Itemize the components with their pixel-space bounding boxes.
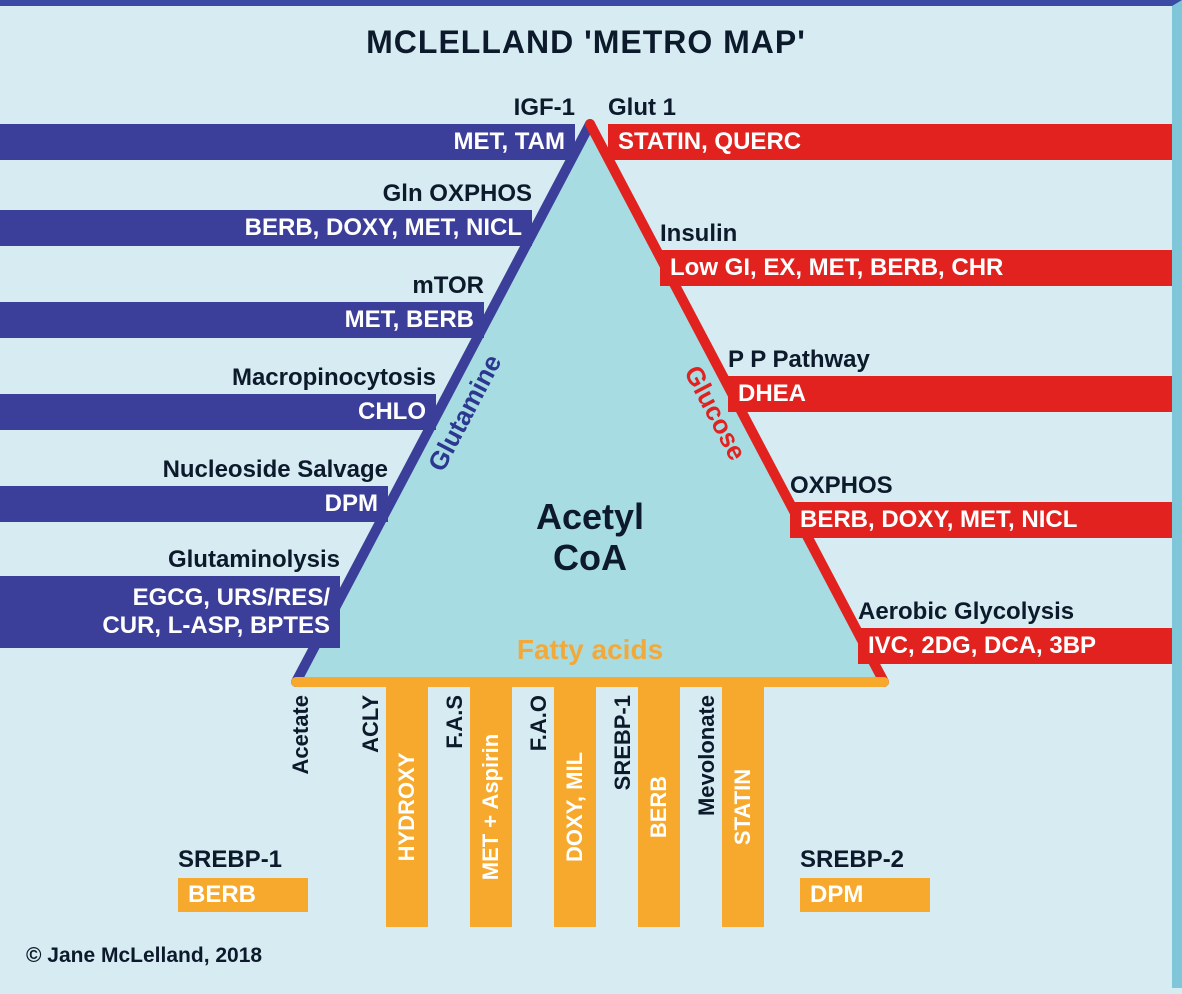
left-bar-label: IGF-1 xyxy=(0,94,575,122)
bottom-pathway-box-text: MET + Aspirin xyxy=(478,734,504,880)
bottom-pathway-bar: Acetate xyxy=(316,687,358,887)
left-pathway-bar: EGCG, URS/RES/CUR, L-ASP, BPTES xyxy=(0,576,340,648)
left-bar-label: Gln OXPHOS xyxy=(0,180,532,208)
triangle-center-label: AcetylCoA xyxy=(536,496,644,579)
left-bar-label: Macropinocytosis xyxy=(0,364,436,392)
right-bar-label: P P Pathway xyxy=(728,346,870,374)
bottom-pathway-bar: SREBP-1BERB xyxy=(638,687,680,927)
left-bar-label: mTOR xyxy=(0,272,484,300)
right-pathway-bar: DHEA xyxy=(728,376,1172,412)
bottom-pathway-label: ACLY xyxy=(358,695,384,753)
bottom-pathway-label: F.A.O xyxy=(526,695,552,751)
left-pathway-bar-text: EGCG, URS/RES/CUR, L-ASP, BPTES xyxy=(10,584,330,639)
left-pathway-bar-text: DPM xyxy=(10,490,378,518)
left-bar-label: Nucleoside Salvage xyxy=(0,456,388,484)
srebp-right-box: DPM xyxy=(800,878,930,912)
srebp-left-box: BERB xyxy=(178,878,308,912)
right-bar-label: Insulin xyxy=(660,220,737,248)
triangle-bottom-label: Fatty acids xyxy=(517,634,663,666)
right-pathway-bar: BERB, DOXY, MET, NICL xyxy=(790,502,1172,538)
left-pathway-bar-text: MET, BERB xyxy=(10,306,474,334)
left-pathway-bar-text: MET, TAM xyxy=(10,128,565,156)
left-bar-label: Glutaminolysis xyxy=(0,546,340,574)
bottom-pathway-box-text: HYDROXY xyxy=(394,753,420,862)
srebp-left-label: SREBP-1 xyxy=(178,846,282,874)
bottom-pathway-bar: F.A.ODOXY, MIL xyxy=(554,687,596,927)
bottom-pathway-box-text: BERB xyxy=(646,776,672,838)
copyright-text: © Jane McLelland, 2018 xyxy=(26,944,262,968)
left-pathway-bar: MET, BERB xyxy=(0,302,484,338)
bottom-pathway-bar: F.A.SMET + Aspirin xyxy=(470,687,512,927)
left-pathway-bar-text: BERB, DOXY, MET, NICL xyxy=(10,214,522,242)
left-pathway-bar: BERB, DOXY, MET, NICL xyxy=(0,210,532,246)
left-pathway-bar-text: CHLO xyxy=(10,398,426,426)
bottom-pathway-bar: ACLYHYDROXY xyxy=(386,687,428,927)
bottom-pathway-box-text: DOXY, MIL xyxy=(562,752,588,862)
left-pathway-bar: MET, TAM xyxy=(0,124,575,160)
right-bar-label: OXPHOS xyxy=(790,472,893,500)
right-pathway-bar: IVC, 2DG, DCA, 3BP xyxy=(858,628,1172,664)
right-bar-label: Aerobic Glycolysis xyxy=(858,598,1074,626)
bottom-pathway-box-text: STATIN xyxy=(730,769,756,845)
diagram-title: MCLELLAND 'METRO MAP' xyxy=(0,24,1172,61)
bottom-pathway-label: SREBP-1 xyxy=(610,695,636,790)
right-pathway-bar: Low GI, EX, MET, BERB, CHR xyxy=(660,250,1172,286)
bottom-pathway-label: Acetate xyxy=(288,695,314,774)
srebp-right-label: SREBP-2 xyxy=(800,846,904,874)
left-pathway-bar: DPM xyxy=(0,486,388,522)
right-pathway-bar: STATIN, QUERC xyxy=(608,124,1172,160)
right-bar-label: Glut 1 xyxy=(608,94,676,122)
left-pathway-bar: CHLO xyxy=(0,394,436,430)
bottom-pathway-label: Mevolonate xyxy=(694,695,720,816)
bottom-pathway-bar: MevolonateSTATIN xyxy=(722,687,764,927)
bottom-pathway-label: F.A.S xyxy=(442,695,468,749)
